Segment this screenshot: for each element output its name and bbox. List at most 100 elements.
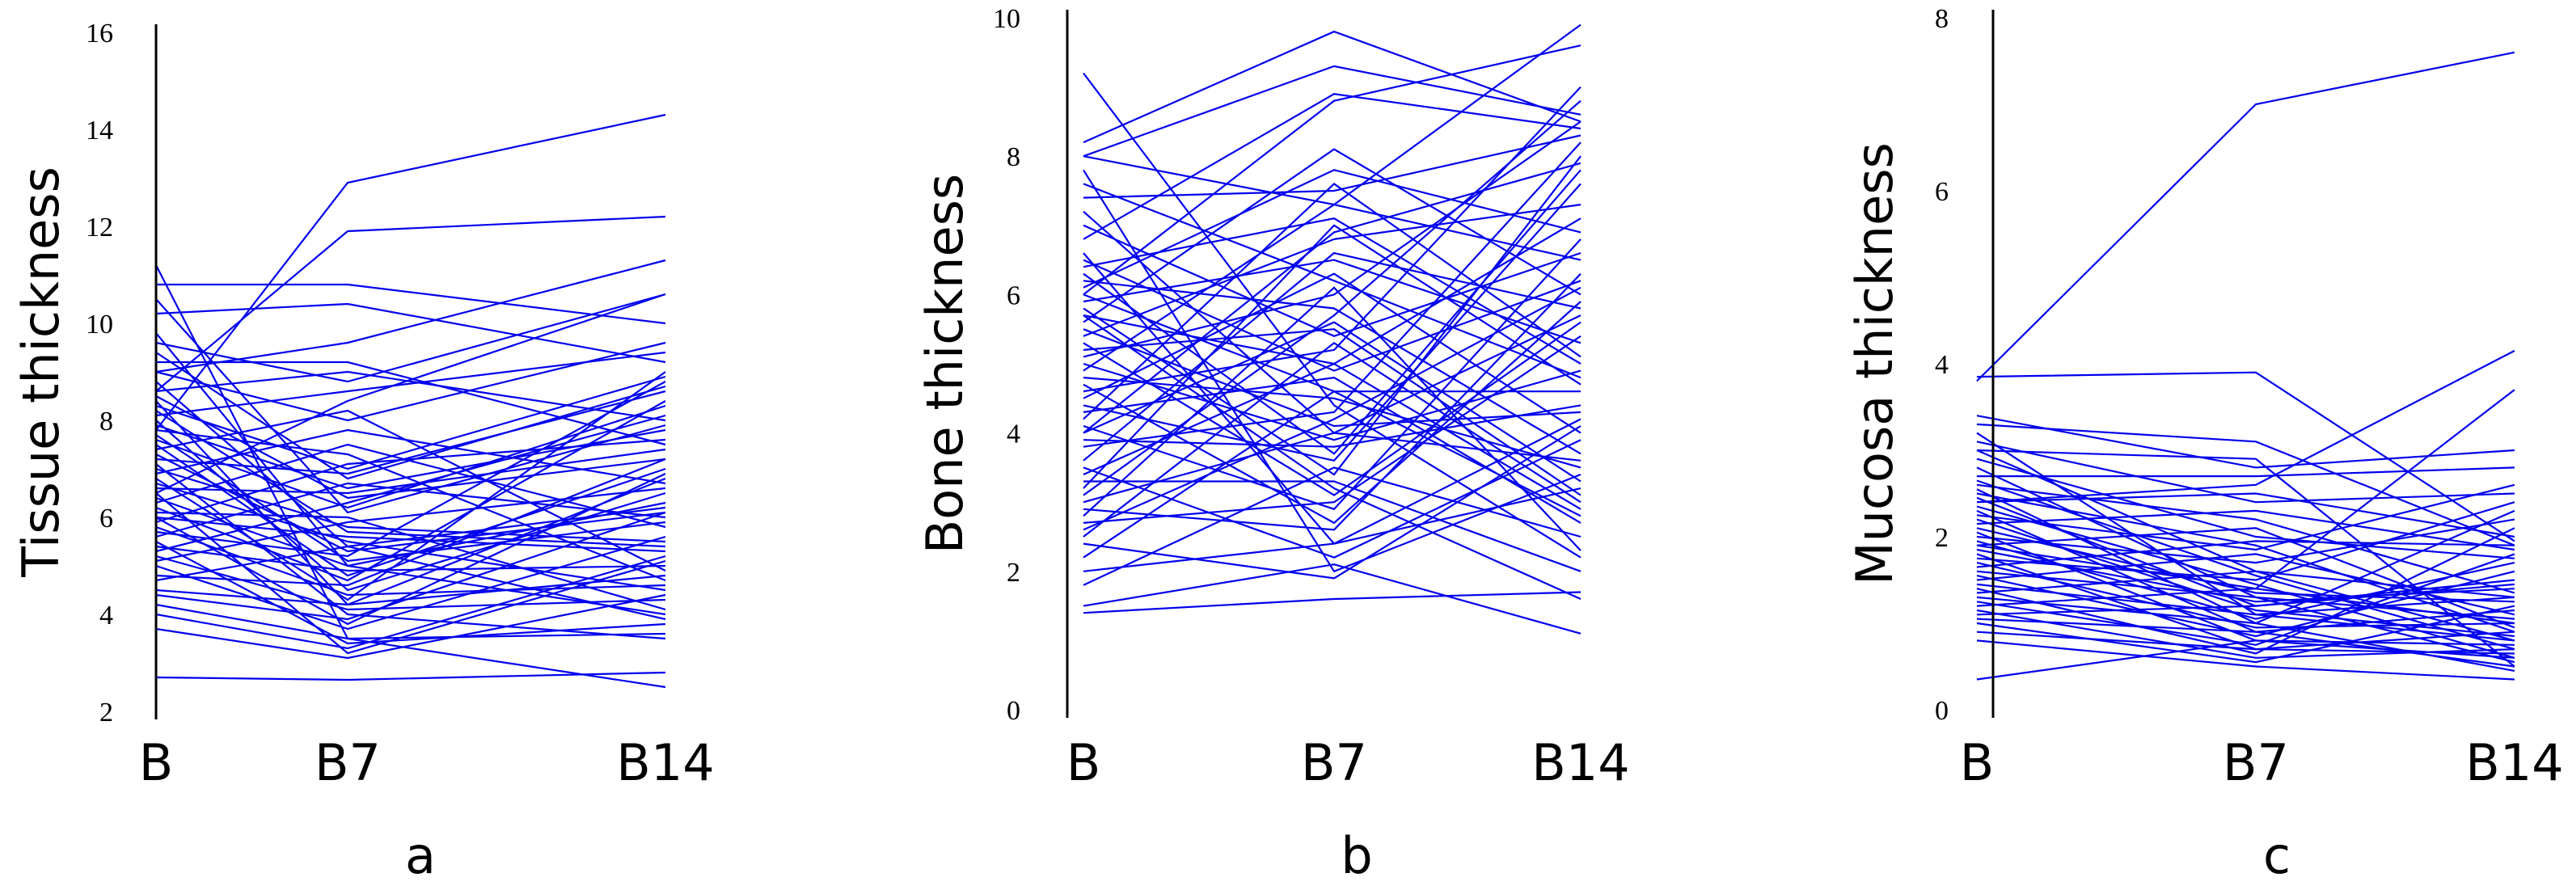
series-line xyxy=(155,671,666,681)
series-line xyxy=(1976,449,2515,668)
series-line xyxy=(1083,591,1581,614)
series-line xyxy=(1083,328,1581,428)
series-layer xyxy=(1976,51,2515,681)
series-line xyxy=(1976,505,2515,659)
series-line xyxy=(1083,183,1581,379)
series-line xyxy=(1083,93,1581,240)
y-tick-label: 16 xyxy=(86,19,113,49)
series-line xyxy=(1083,439,1581,559)
series-line xyxy=(155,264,666,689)
series-line xyxy=(1976,527,2515,629)
y-tick-label: 6 xyxy=(99,504,113,534)
series-line xyxy=(1083,224,1581,337)
series-line xyxy=(155,555,666,650)
series-line xyxy=(1976,466,2515,620)
panel-a: 2 4 6 8 10 12 14 16 Tissue thickness B B7 B14 a xyxy=(11,19,715,885)
x-tick-label-b: B xyxy=(139,733,174,792)
series-line xyxy=(155,414,666,553)
x-tick-label-b7: B7 xyxy=(1301,733,1367,792)
y-tick-labels: 0 2 4 6 8 10 xyxy=(993,4,1020,726)
series-line xyxy=(1976,483,2515,594)
series-line xyxy=(1976,501,2515,581)
series-line xyxy=(155,395,666,500)
series-line xyxy=(155,420,666,592)
series-line xyxy=(155,293,666,383)
series-line xyxy=(1976,540,2515,568)
series-line xyxy=(1083,120,1581,358)
series-line xyxy=(1083,362,1581,441)
series-line xyxy=(1083,169,1581,455)
y-tick-label: 8 xyxy=(99,407,113,437)
series-line xyxy=(1083,272,1581,531)
series-layer xyxy=(155,113,666,689)
y-tick-label: 0 xyxy=(1935,696,1949,726)
series-line xyxy=(155,113,666,431)
y-tick-label: 10 xyxy=(993,4,1020,34)
panel-c: 0 2 4 6 8 Mucosa thickness B B7 B14 c xyxy=(1845,4,2564,885)
y-tick-label: 6 xyxy=(1007,280,1020,310)
series-line xyxy=(1083,259,1581,372)
series-line xyxy=(155,424,666,490)
series-line xyxy=(155,492,666,655)
panel-label: a xyxy=(405,826,436,885)
series-line xyxy=(1976,371,2515,542)
series-line xyxy=(155,545,666,572)
series-line xyxy=(1976,639,2515,681)
series-line xyxy=(1083,425,1581,580)
series-line xyxy=(1976,553,2515,646)
series-line xyxy=(155,302,666,364)
series-line xyxy=(155,371,666,601)
series-line xyxy=(1976,518,2515,638)
series-line xyxy=(155,555,666,611)
y-tick-label: 0 xyxy=(1007,696,1020,726)
series-layer xyxy=(1083,23,1581,635)
y-axis-label: Mucosa thickness xyxy=(1845,142,1904,585)
series-line xyxy=(155,444,666,577)
y-tick-labels: 0 2 4 6 8 xyxy=(1935,4,1949,726)
x-tick-label-b7: B7 xyxy=(2223,733,2289,792)
series-line xyxy=(155,458,666,587)
series-line xyxy=(1976,479,2515,651)
series-line xyxy=(1083,210,1581,434)
series-line xyxy=(155,525,666,597)
series-line xyxy=(155,516,666,553)
series-line xyxy=(155,390,666,475)
x-tick-label-b14: B14 xyxy=(616,733,714,792)
series-line xyxy=(155,298,666,514)
series-line xyxy=(1083,30,1581,144)
series-line xyxy=(155,448,666,495)
series-line xyxy=(1976,458,2515,559)
series-line xyxy=(155,482,666,592)
series-line xyxy=(1083,314,1581,601)
y-tick-label: 4 xyxy=(1007,420,1020,449)
series-line xyxy=(155,463,666,640)
series-line xyxy=(1976,492,2515,538)
series-line xyxy=(155,370,666,422)
panel-b: 0 2 4 6 8 10 Bone thickness B B7 B14 b xyxy=(915,4,1630,885)
series-line xyxy=(155,428,666,485)
series-line xyxy=(1976,531,2515,646)
series-line xyxy=(1976,389,2515,590)
series-line xyxy=(1976,540,2515,620)
series-line xyxy=(155,511,666,621)
series-line xyxy=(155,215,666,392)
series-line xyxy=(1083,376,1581,524)
series-line xyxy=(1083,301,1581,525)
y-axis-label: Tissue thickness xyxy=(11,167,70,578)
y-tick-label: 8 xyxy=(1935,4,1949,34)
series-line xyxy=(1083,155,1581,476)
series-line xyxy=(1083,377,1581,469)
series-line xyxy=(1083,203,1581,372)
series-line xyxy=(1083,99,1581,496)
series-line xyxy=(1976,449,2515,642)
panel-label: b xyxy=(1341,826,1372,885)
series-line xyxy=(1083,23,1581,206)
series-line xyxy=(1083,328,1581,496)
series-line xyxy=(155,259,666,373)
series-line xyxy=(1083,44,1581,296)
series-line xyxy=(1976,527,2515,655)
series-line xyxy=(155,410,666,548)
series-line xyxy=(155,381,666,548)
y-tick-label: 14 xyxy=(86,116,113,146)
